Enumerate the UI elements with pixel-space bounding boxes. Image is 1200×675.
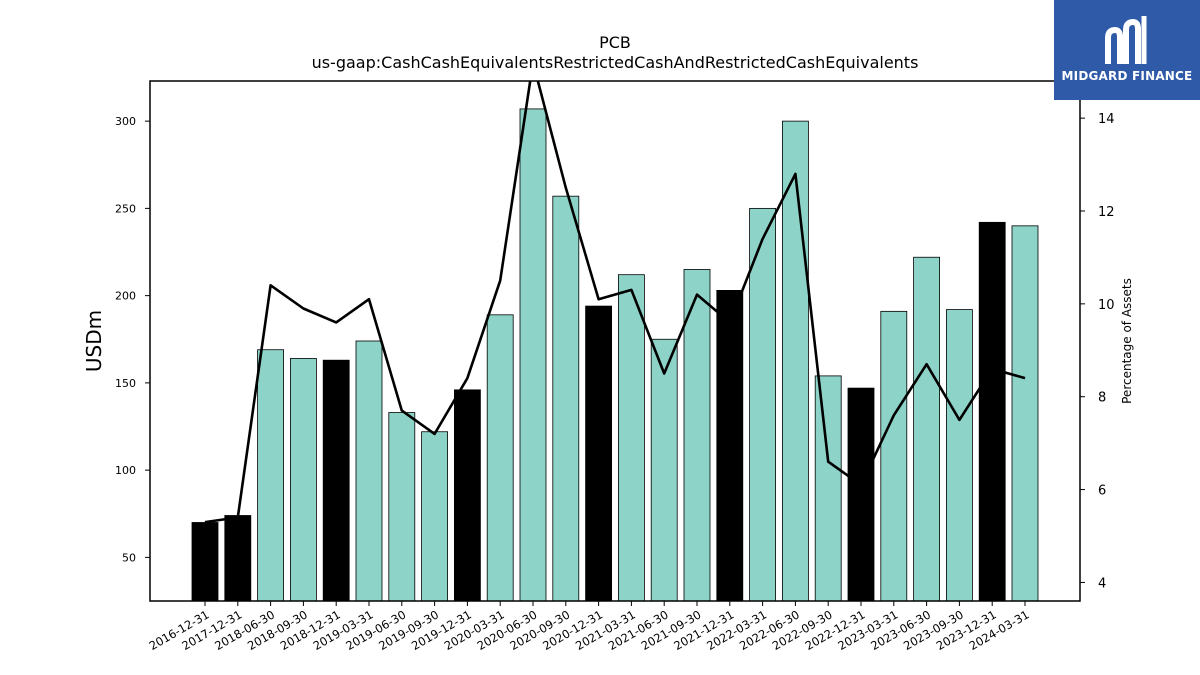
y2-tick-label: 8 <box>1098 391 1106 406</box>
y2-tick-label: 14 <box>1098 112 1115 127</box>
bar-2019-03-31 <box>355 340 383 602</box>
midgard-logo-icon <box>1105 16 1147 64</box>
bar-2022-12-31 <box>847 387 875 602</box>
y-tick-label: 100 <box>115 464 136 477</box>
right-axis-ticks: 4 6 8 10 12 14 <box>1080 112 1115 591</box>
y-tick-label: 50 <box>122 551 136 564</box>
bar-2018-09-30 <box>289 358 317 602</box>
bar-2019-09-30 <box>421 431 449 602</box>
chart-subtitle: us-gaap:CashCashEquivalentsRestrictedCas… <box>312 53 919 72</box>
y-tick-label: 200 <box>115 290 136 303</box>
bar-2020-09-30 <box>552 195 580 602</box>
y2-tick-label: 4 <box>1098 576 1106 591</box>
bar-2021-09-30 <box>683 269 711 602</box>
bar-2023-06-30 <box>913 256 940 602</box>
bar-2017-12-31 <box>224 515 252 602</box>
bar-2021-06-30 <box>650 338 678 602</box>
line-group <box>204 81 1026 524</box>
plot-frame <box>149 80 1081 602</box>
bar-2018-06-30 <box>257 349 285 602</box>
bar-2023-03-31 <box>880 310 908 602</box>
bar-2023-12-31 <box>978 221 1006 602</box>
bar-2023-09-30 <box>946 309 973 602</box>
y2-axis-label: Percentage of Assets <box>1120 278 1134 404</box>
bar-2016-12-31 <box>191 522 219 602</box>
bar-2019-06-30 <box>388 412 416 602</box>
midgard-finance-logo: MIDGARD FINANCE <box>1054 0 1200 100</box>
chart-title: PCB <box>599 33 631 52</box>
logo-text: MIDGARD FINANCE <box>1061 69 1193 83</box>
bar-2024-03-31 <box>1011 225 1039 602</box>
bar-2019-12-31 <box>453 389 481 602</box>
y-tick-label: 250 <box>115 202 136 215</box>
y-axis-label: USDm <box>82 310 106 372</box>
bars-group <box>191 108 1039 602</box>
bar-2021-03-31 <box>618 274 645 602</box>
y-tick-label: 300 <box>115 115 136 128</box>
bar-2020-03-31 <box>486 314 514 602</box>
bar-2018-12-31 <box>322 359 350 602</box>
bar-2022-03-31 <box>749 207 776 602</box>
bar-2022-06-30 <box>782 120 809 602</box>
percentage-of-assets-line <box>204 81 1026 524</box>
y2-tick-label: 6 <box>1098 484 1106 499</box>
y2-tick-label: 12 <box>1098 205 1115 220</box>
y2-tick-label: 10 <box>1098 298 1115 313</box>
x-axis-ticks: 2016-12-312017-12-312018-06-302018-09-30… <box>147 601 1032 653</box>
bar-2021-12-31 <box>716 289 744 602</box>
y-tick-label: 150 <box>115 377 136 390</box>
bar-2020-06-30 <box>519 108 547 602</box>
bar-2022-09-30 <box>814 375 842 602</box>
bar-2020-12-31 <box>585 305 612 602</box>
left-axis-ticks: 50 100 150 200 250 300 <box>115 115 150 564</box>
